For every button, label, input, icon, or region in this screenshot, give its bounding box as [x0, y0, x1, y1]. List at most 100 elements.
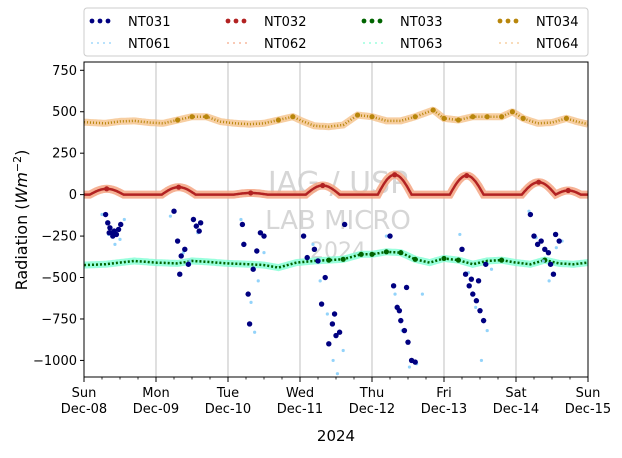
x-tick-label-date: Dec-08	[61, 402, 107, 417]
y-tick-label: 0	[69, 188, 77, 203]
plot-data	[84, 106, 588, 376]
series-nt031-point	[241, 241, 247, 248]
series-nt031-point	[545, 249, 552, 256]
legend-item-nt034: NT034	[497, 15, 578, 30]
series-nt061-point	[253, 330, 257, 334]
legend-item-nt062: NT062	[227, 37, 306, 52]
series-nt032-point	[104, 186, 110, 192]
series-nt031-point	[341, 221, 348, 228]
x-tick-label-date: Dec-09	[133, 402, 179, 417]
y-axis-label-exponent: −2	[11, 156, 24, 172]
legend-label: NT031	[128, 15, 170, 30]
series-nt033-point	[369, 251, 375, 257]
y-tick-label: −1000	[33, 354, 77, 369]
series-nt034-point	[412, 114, 418, 120]
x-tick-label-date: Dec-11	[277, 402, 323, 417]
series-nt031-point	[174, 238, 181, 244]
series-nt031-point	[245, 291, 251, 297]
legend-item-nt061: NT061	[91, 37, 170, 52]
legend-label: NT032	[264, 15, 306, 30]
series-nt031-point	[475, 278, 482, 284]
legend-label: NT061	[128, 37, 170, 52]
series-nt031-point	[107, 225, 113, 231]
watermark-line: LAB MICRO	[265, 206, 411, 236]
legend-label: NT062	[264, 37, 306, 52]
series-nt061-point	[407, 365, 412, 369]
series-nt031-point	[177, 271, 183, 277]
series-nt032-point	[464, 172, 470, 179]
legend-marker	[89, 18, 95, 24]
legend-marker	[227, 42, 229, 44]
series-nt031-point	[318, 301, 325, 307]
series-nt031-point	[390, 283, 397, 289]
series-nt031-point	[401, 327, 408, 334]
legend-marker	[381, 42, 383, 44]
series-nt034-point	[275, 117, 281, 123]
legend-marker	[505, 18, 511, 24]
series-nt031-point	[105, 220, 111, 226]
series-nt031-point	[115, 226, 122, 233]
y-axis-label: Radiation (Wm−2)	[11, 150, 31, 291]
series-nt031-point	[331, 311, 338, 317]
series-nt061-point	[393, 292, 397, 296]
series-nt031-point	[412, 359, 418, 365]
series-nt031-point	[552, 231, 559, 238]
series-nt034-point	[355, 112, 361, 118]
x-tick-label-day: Tue	[216, 386, 239, 401]
series-nt061-point	[384, 234, 388, 238]
series-nt061-point	[311, 242, 315, 246]
legend-marker	[233, 18, 239, 24]
series-nt061-point	[341, 348, 345, 353]
legend-label: NT034	[536, 15, 578, 30]
series-nt031-point	[300, 233, 307, 239]
series-nt061-point	[485, 328, 489, 333]
series-nt032-point	[565, 187, 571, 194]
x-axis: SunDec-08MonDec-09TueDec-10WedDec-11ThuD…	[61, 377, 611, 417]
series-nt032-point	[536, 179, 542, 185]
legend-marker	[497, 18, 503, 24]
y-tick-label: 750	[52, 64, 77, 79]
legend-marker	[103, 42, 105, 44]
y-axis-label-unit: Wm	[12, 172, 31, 203]
y-tick-label: −750	[41, 312, 77, 327]
series-nt033-point	[455, 257, 461, 263]
series-nt032-point	[320, 182, 326, 189]
x-tick-label-day: Thu	[359, 386, 384, 401]
series-nt061-point	[325, 312, 329, 316]
x-tick-label-day: Fri	[436, 386, 452, 401]
legend-marker	[91, 42, 93, 44]
x-tick-label-day: Mon	[142, 386, 169, 401]
series-nt031-point	[315, 258, 321, 264]
series-nt061-point	[474, 305, 478, 309]
legend-marker	[233, 42, 235, 44]
series-nt061-point	[458, 232, 462, 237]
series-nt031-point	[403, 284, 410, 291]
series-nt031-point	[329, 321, 336, 327]
series-nt031-point	[250, 266, 256, 272]
series-nt031-point	[547, 261, 554, 267]
legend-marker	[363, 42, 365, 44]
legend-marker	[225, 18, 231, 24]
series-nt031-point	[106, 230, 112, 236]
y-tick-label: −250	[41, 230, 77, 245]
series-nt031-point	[311, 246, 318, 253]
series-nt061-point	[318, 279, 322, 283]
series-nt031-point	[182, 246, 188, 253]
series-nt061-point	[122, 217, 126, 222]
series-nt031-point	[257, 230, 264, 236]
series-nt061-point	[262, 251, 266, 255]
series-nt061-point	[168, 214, 172, 218]
legend-marker	[109, 42, 111, 44]
series-nt031-point	[110, 233, 116, 239]
series-nt031-point	[462, 271, 469, 277]
series-nt034-point	[484, 114, 490, 120]
legend-item-nt031: NT031	[89, 15, 170, 30]
series-nt031-point	[239, 221, 246, 228]
y-tick-label: −500	[41, 271, 77, 286]
legend-marker	[239, 42, 241, 44]
legend-item-nt032: NT032	[225, 15, 306, 30]
series-nt031-point	[534, 241, 541, 248]
legend-item-nt063: NT063	[363, 37, 442, 52]
